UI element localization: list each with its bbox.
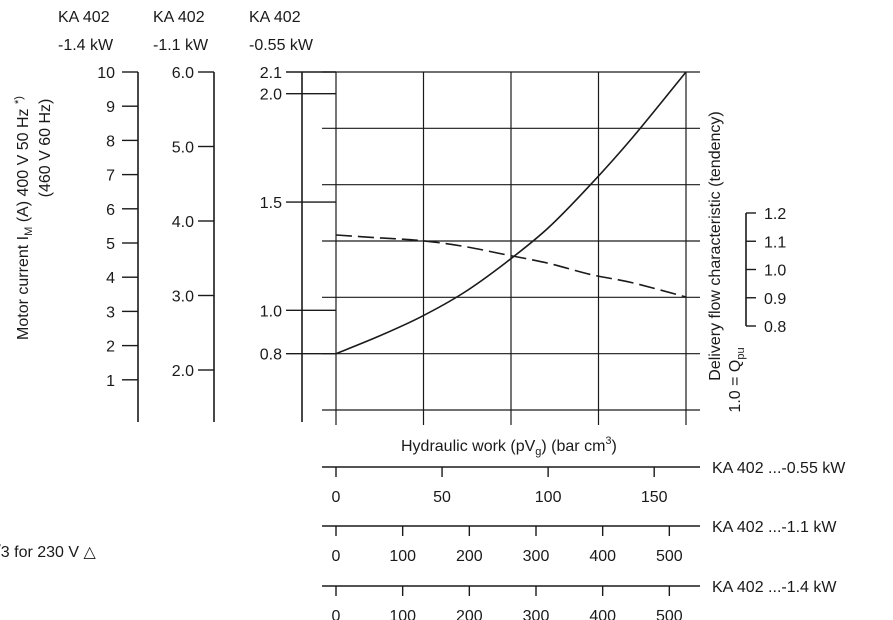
x-scale-tick-label: 500: [656, 548, 683, 565]
header-0-55kw-line2: -0.55 kW: [249, 37, 314, 54]
plot-grid: [322, 71, 700, 425]
x-scale-tick-label: 50: [433, 489, 451, 506]
header-1-4kw-line1: KA 402: [58, 9, 110, 26]
axis-flow-tick-label: 1.2: [764, 206, 786, 223]
axis-1-4kw-tick-label: 7: [106, 168, 115, 185]
footnote: √3 for 230 V △: [0, 544, 97, 561]
axes: 10 9 8 7 6 5 4 3 2 1 6.0 5.0 4.0 3.0 2.0 2.1 2.0 1.5 1.0 0.…: [97, 65, 786, 422]
x-scale-label: KA 402 ...-1.4 kW: [712, 579, 837, 596]
axis-1-4kw-tick-label: 8: [106, 133, 115, 150]
axis-1-1kw-tick-label: 3.0: [172, 289, 194, 306]
x-scale-tick-label: 0: [332, 489, 341, 506]
x-scale-tick-label: 100: [389, 548, 416, 565]
axis-1-1kw-tick-label: 6.0: [172, 65, 194, 82]
x-scales: KA 402 ...-0.55 kW 0 50 100 150 KA 402 ...-1.…: [322, 460, 846, 620]
x-scale-tick-label: 150: [641, 489, 668, 506]
series: [335, 71, 687, 355]
x-scale-tick-label: 500: [656, 608, 683, 620]
axis-1-4kw-tick-label: 9: [106, 99, 115, 116]
x-scale-tick-label: 400: [589, 608, 616, 620]
x-scale-tick-label: 300: [523, 548, 550, 565]
x-scale-tick-label: 300: [523, 608, 550, 620]
ylabel-left-line2: (460 V 60 Hz): [37, 99, 54, 198]
axis-1-4kw-tick-label: 5: [106, 236, 115, 253]
axis-0-55kw-tick-label: 0.8: [260, 347, 282, 364]
axis-flow-tick-label: 1.0: [764, 263, 786, 280]
ylabel-right-line2: 1.0 = Qpu: [727, 347, 747, 412]
axis-0-55kw-tick-label: 2.1: [260, 65, 282, 82]
x-scale-tick-label: 400: [589, 548, 616, 565]
series-delivery-flow-line: [335, 234, 687, 298]
header-1-1kw-line1: KA 402: [153, 9, 205, 26]
axis-0-55kw-tick-label: 2.0: [260, 87, 282, 104]
ylabel-left-line1: Motor current IM (A) 400 V 50 Hz *): [13, 96, 35, 340]
series-motor-current-line: [335, 71, 687, 355]
x-scale-tick-label: 0: [332, 548, 341, 565]
x-scale-tick-label: 200: [456, 608, 483, 620]
axis-1-4kw-tick-label: 6: [106, 202, 115, 219]
header-1-1kw-line2: -1.1 kW: [153, 37, 209, 54]
x-scale-tick-label: 200: [456, 548, 483, 565]
axis-1-4kw-tick-label: 2: [106, 339, 115, 356]
xlabel: Hydraulic work (pVg) (bar cm3): [401, 435, 617, 458]
axis-1-1kw-tick-label: 2.0: [172, 363, 194, 380]
axis-1-1kw-tick-label: 5.0: [172, 140, 194, 157]
axis-1-4kw-tick-label: 1: [106, 373, 115, 390]
axis-1-4kw-tick-label: 4: [106, 270, 115, 287]
x-scale-label: KA 402 ...-0.55 kW: [712, 460, 846, 477]
axis-flow-tick-label: 1.1: [764, 234, 786, 251]
x-scale-tick-label: 100: [389, 608, 416, 620]
header-1-4kw-line2: -1.4 kW: [58, 37, 114, 54]
axis-flow-tick-label: 0.8: [764, 319, 786, 336]
axis-0-55kw-tick-label: 1.0: [260, 303, 282, 320]
axis-1-4kw-tick-label: 3: [106, 304, 115, 321]
x-scale-tick-label: 100: [535, 489, 562, 506]
x-scale-label: KA 402 ...-1.1 kW: [712, 519, 837, 536]
axis-0-55kw-tick-label: 1.5: [260, 195, 282, 212]
ylabel-right-line1: Delivery flow characteristic (tendency): [707, 111, 724, 380]
x-scale-tick-label: 0: [332, 608, 341, 620]
axis-1-4kw-tick-label: 10: [97, 65, 115, 82]
axis-1-1kw-tick-label: 4.0: [172, 214, 194, 231]
header-0-55kw-line1: KA 402: [249, 9, 301, 26]
axis-flow-tick-label: 0.9: [764, 291, 786, 308]
